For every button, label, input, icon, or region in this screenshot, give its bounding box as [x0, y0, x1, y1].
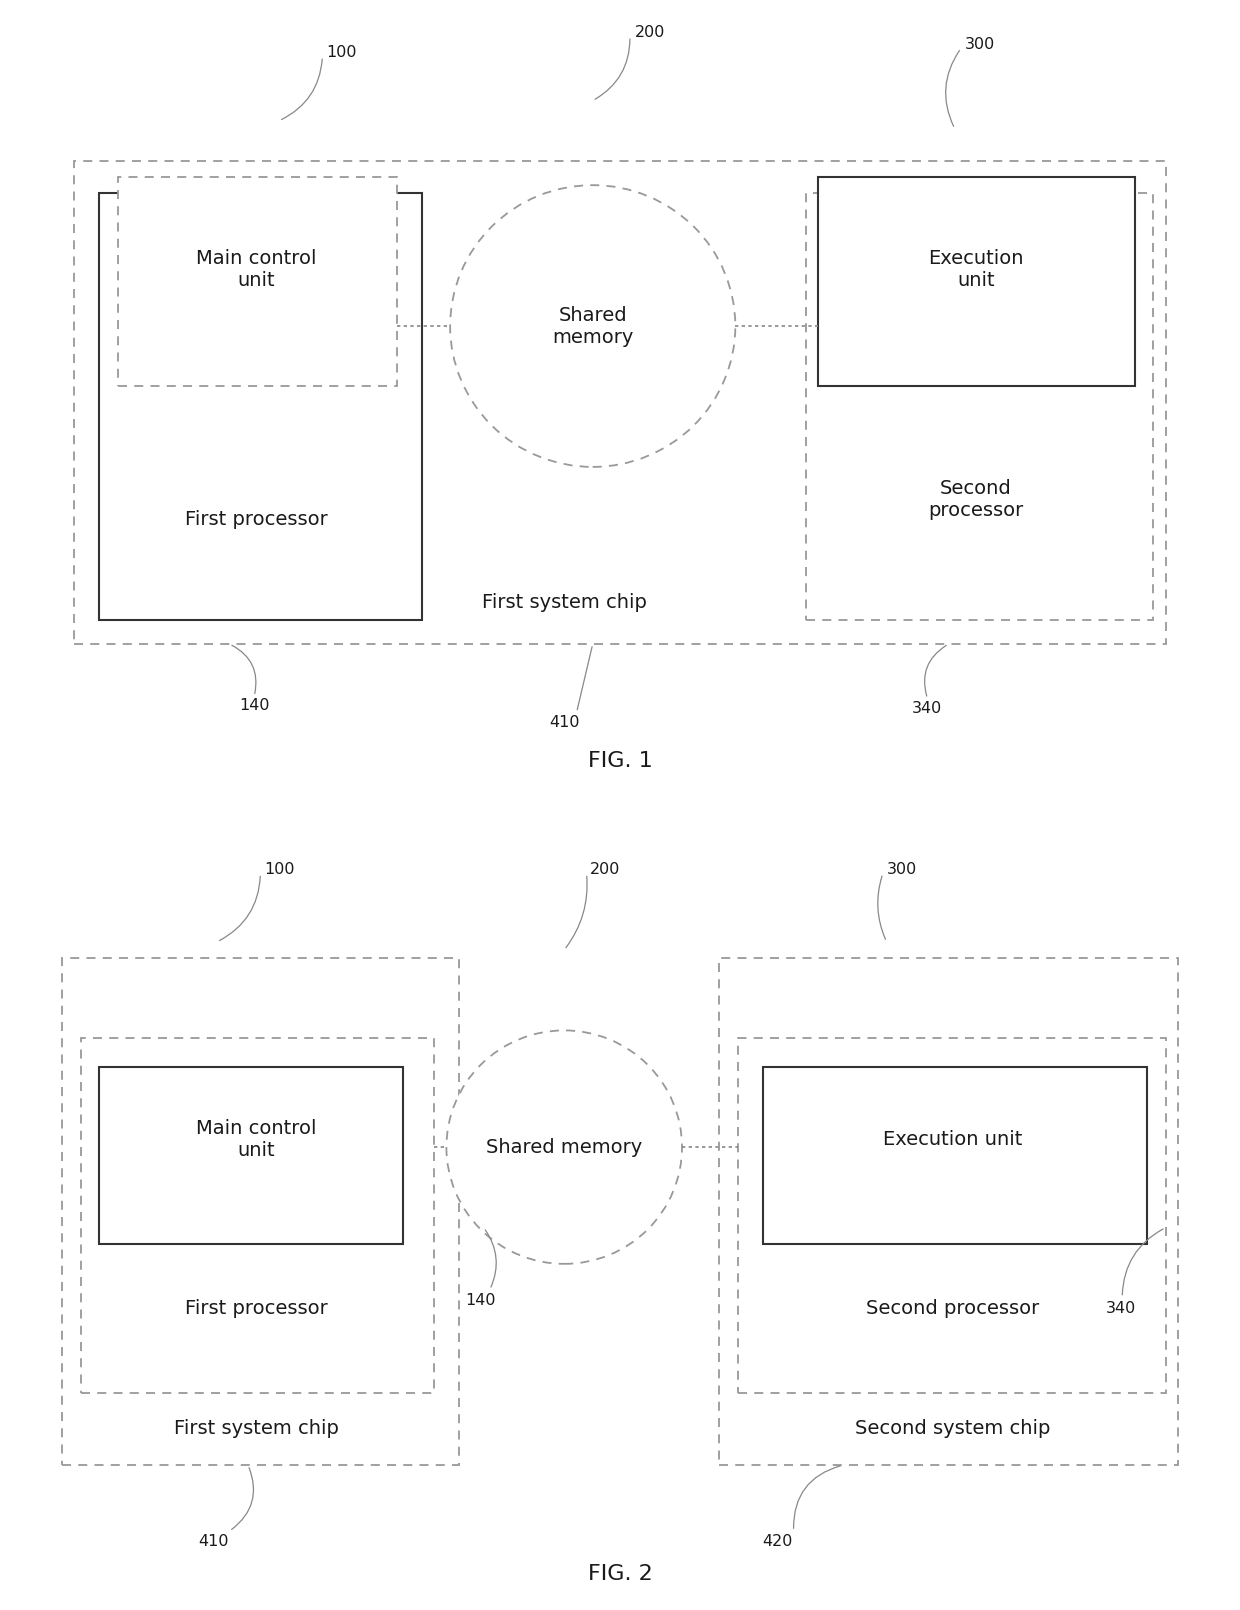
FancyBboxPatch shape	[99, 1066, 403, 1243]
FancyBboxPatch shape	[818, 177, 1135, 386]
FancyBboxPatch shape	[81, 1038, 434, 1393]
Text: First system chip: First system chip	[482, 592, 646, 612]
Text: 340: 340	[1106, 1301, 1136, 1315]
Text: 300: 300	[965, 37, 994, 52]
FancyBboxPatch shape	[806, 193, 1153, 620]
Text: Second processor: Second processor	[866, 1299, 1039, 1317]
Text: 340: 340	[911, 700, 941, 716]
Text: FIG. 2: FIG. 2	[588, 1563, 652, 1584]
Text: 200: 200	[635, 24, 665, 40]
Text: 140: 140	[239, 697, 270, 713]
Ellipse shape	[450, 185, 735, 467]
Text: Execution
unit: Execution unit	[928, 250, 1024, 290]
Text: 420: 420	[763, 1534, 792, 1549]
Ellipse shape	[446, 1030, 682, 1264]
Text: 410: 410	[549, 715, 580, 729]
FancyBboxPatch shape	[74, 161, 1166, 644]
FancyBboxPatch shape	[118, 177, 397, 386]
FancyBboxPatch shape	[719, 958, 1178, 1465]
Text: First processor: First processor	[185, 510, 329, 528]
Text: FIG. 1: FIG. 1	[588, 750, 652, 771]
Text: First system chip: First system chip	[175, 1420, 339, 1438]
FancyBboxPatch shape	[738, 1038, 1166, 1393]
Text: 140: 140	[465, 1293, 496, 1307]
FancyBboxPatch shape	[99, 193, 422, 620]
Text: Main control
unit: Main control unit	[196, 1119, 317, 1159]
Text: 410: 410	[198, 1534, 229, 1549]
Text: Execution unit: Execution unit	[883, 1130, 1022, 1148]
Text: Shared memory: Shared memory	[486, 1138, 642, 1156]
FancyBboxPatch shape	[62, 958, 459, 1465]
FancyBboxPatch shape	[763, 1066, 1147, 1243]
Text: First processor: First processor	[185, 1299, 329, 1317]
Text: Main control
unit: Main control unit	[196, 250, 317, 290]
Text: 100: 100	[264, 861, 295, 877]
Text: 200: 200	[590, 861, 620, 877]
Text: Shared
memory: Shared memory	[552, 306, 634, 346]
Text: Second system chip: Second system chip	[854, 1420, 1050, 1438]
Text: 100: 100	[326, 45, 357, 60]
Text: Second
processor: Second processor	[929, 478, 1023, 520]
Text: 300: 300	[887, 861, 916, 877]
